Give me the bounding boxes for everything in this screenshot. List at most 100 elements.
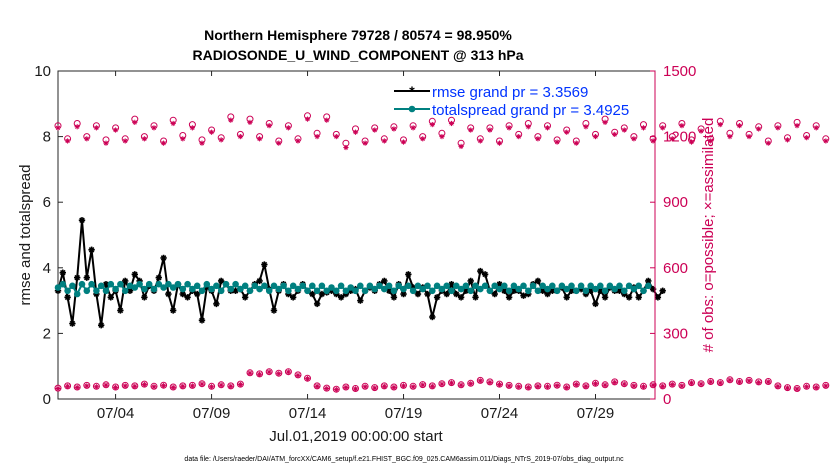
obs-assimilated-point [170, 384, 176, 391]
totalspread-point [102, 287, 110, 295]
obs-assimilated-point [180, 136, 186, 142]
obs-possible-point [726, 376, 734, 384]
totalspread-point [510, 282, 518, 290]
obs-assimilated-point [103, 382, 109, 388]
obs-assimilated-point [631, 136, 637, 142]
obs-assimilated-point [708, 379, 714, 385]
obs-assimilated-point [544, 125, 551, 131]
rmse-point [635, 294, 642, 301]
totalspread-point [165, 280, 172, 288]
obs-assimilated-point [544, 384, 551, 390]
obs-assimilated-point [420, 136, 426, 142]
obs-assimilated-point [381, 383, 387, 389]
totalspread-point [294, 285, 302, 293]
obs-assimilated-point [228, 383, 234, 389]
obs-assimilated-point [429, 121, 435, 128]
obs-assimilated-point [468, 127, 474, 133]
obs-assimilated-point [400, 139, 407, 145]
obs-assimilated-point [266, 123, 272, 129]
obs-assimilated-point [237, 134, 243, 140]
rmse-point [155, 274, 162, 281]
obs-assimilated-point [583, 124, 589, 130]
obs-assimilated-point [679, 123, 685, 129]
obs-assimilated-point [372, 127, 378, 133]
totalspread-point [117, 280, 124, 288]
totalspread-point [424, 282, 431, 290]
totalspread-point [184, 280, 191, 288]
obs-assimilated-point [180, 383, 186, 389]
rmse-point [337, 294, 345, 301]
obs-assimilated-point [535, 136, 541, 142]
obs-assimilated-point [708, 138, 714, 144]
x-axis-label: Jul.01,2019 00:00:00 start [269, 428, 443, 445]
series-layer [54, 112, 830, 393]
totalspread-point [640, 287, 647, 295]
obs-assimilated-point [640, 384, 647, 390]
rmse-point [88, 246, 95, 253]
totalspread-point [405, 282, 412, 290]
y-tick-label-right: 300 [663, 325, 688, 342]
totalspread-point [141, 285, 148, 293]
obs-assimilated-point [333, 386, 339, 393]
obs-assimilated-point [621, 381, 627, 387]
rmse-point [289, 294, 297, 301]
totalspread-point [582, 287, 590, 295]
rmse-point [309, 290, 316, 298]
obs-assimilated-point [276, 140, 282, 146]
totalspread-point [385, 282, 393, 290]
obs-assimilated-point [573, 381, 579, 388]
totalspread-point [486, 287, 494, 295]
totalspread-point [597, 282, 604, 290]
totalspread-point [481, 282, 489, 290]
totalspread-point [179, 285, 187, 293]
obs-assimilated-point [343, 144, 349, 151]
totalspread-point [232, 280, 239, 288]
rmse-point [645, 277, 652, 285]
obs-assimilated-point [669, 381, 675, 388]
obs-assimilated-point [132, 383, 138, 389]
totalspread-point [198, 287, 206, 295]
rmse-point [131, 271, 138, 278]
rmse-point [477, 267, 484, 275]
chart-subtitle: RADIOSONDE_U_WIND_COMPONENT @ 313 hPa [192, 47, 523, 63]
rmse-point [467, 277, 474, 285]
totalspread-point [193, 282, 201, 290]
rmse-point [59, 269, 66, 276]
obs-assimilated-point [122, 383, 128, 389]
totalspread-point [347, 284, 355, 291]
obs-assimilated-point [592, 381, 599, 387]
y-tick-label-right: 900 [663, 194, 688, 211]
totalspread-point [150, 285, 158, 293]
obs-assimilated-point [381, 138, 387, 144]
obs-assimilated-point [496, 140, 503, 146]
obs-assimilated-point [698, 381, 704, 387]
rmse-point [165, 290, 172, 298]
rmse-point [261, 261, 268, 268]
totalspread-point [280, 282, 287, 290]
rmse-point [457, 294, 465, 301]
obs-assimilated-point [477, 138, 483, 144]
rmse-point [424, 290, 431, 298]
y-tick-label-left: 0 [43, 391, 51, 408]
totalspread-point [400, 285, 407, 293]
obs-assimilated-point [372, 385, 378, 391]
rmse-point [184, 294, 191, 301]
obs-assimilated-point [496, 381, 503, 388]
totalspread-point [313, 287, 321, 295]
rmse-point [117, 307, 124, 314]
totalspread-point [501, 282, 508, 290]
obs-assimilated-point [804, 135, 810, 141]
totalspread-point [328, 284, 335, 291]
totalspread-point [285, 287, 292, 295]
totalspread-point [462, 282, 470, 290]
obs-assimilated-point [391, 126, 397, 132]
totalspread-point [289, 282, 297, 290]
totalspread-point [256, 285, 263, 293]
obs-assimilated-point [93, 125, 99, 131]
totalspread-point [457, 285, 465, 293]
obs-assimilated-point [112, 127, 119, 133]
totalspread-point [438, 285, 446, 293]
rmse-point [83, 274, 90, 281]
rmse-point [453, 290, 460, 298]
